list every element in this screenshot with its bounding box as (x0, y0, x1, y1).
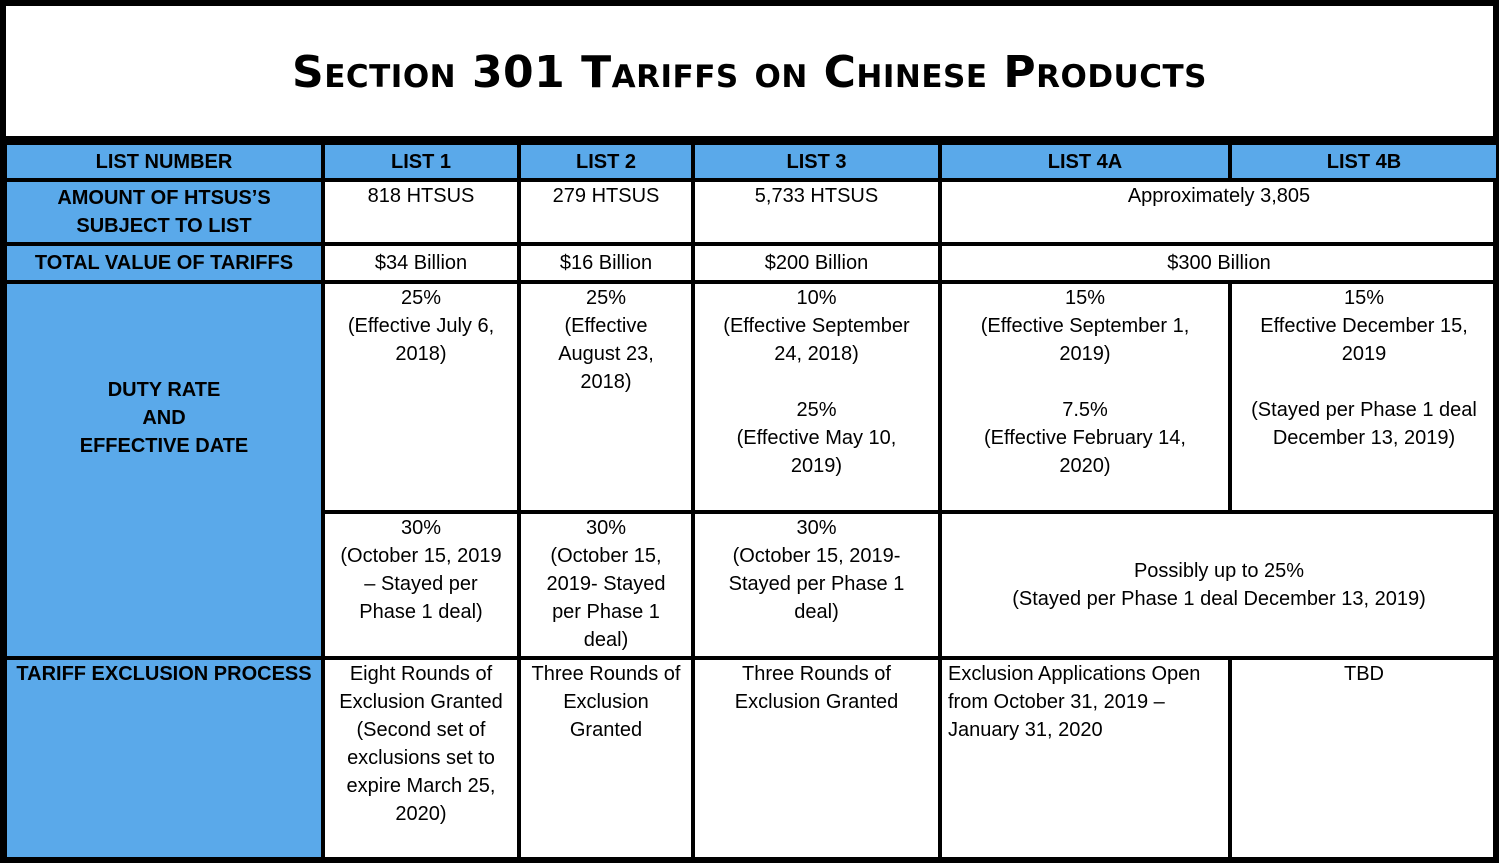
duty-list-4b-rate: 15% Effective December 15, 2019 (1260, 287, 1468, 365)
value-list-4: $300 Billion (938, 242, 1499, 284)
htsus-list-3: 5,733 HTSUS (691, 178, 942, 246)
htsus-list-2: 279 HTSUS (517, 178, 695, 246)
value-row: TOTAL VALUE OF TARIFFS $34 Billion $16 B… (3, 242, 1499, 284)
duty-row-b: 30% (October 15, 2019 – Stayed per Phase… (5, 510, 1499, 660)
duty-list-1-increase: 30% (October 15, 2019 – Stayed per Phase… (321, 510, 521, 660)
header-list-2: LIST 2 (517, 141, 695, 182)
exclusion-label: TARIFF EXCLUSION PROCESS (3, 656, 325, 861)
duty-list-2-increase: 30% (October 15, 2019- Stayed per Phase … (517, 510, 695, 660)
header-row: LIST NUMBER LIST 1 LIST 2 LIST 3 LIST 4A… (3, 141, 1499, 182)
duty-list-4a-initial: 15% (Effective September 1, 2019) 7.5% (… (938, 280, 1232, 514)
header-list-4a: LIST 4A (938, 141, 1232, 182)
duty-row-a: DUTY RATE AND EFFECTIVE DATE 25% (Effect… (3, 280, 1499, 660)
value-list-1: $34 Billion (321, 242, 521, 284)
duty-list-3-rate-1: 10% (Effective September 24, 2018) (723, 287, 910, 365)
duty-list-3-initial: 10% (Effective September 24, 2018) 25% (… (691, 280, 942, 514)
header-list-4b: LIST 4B (1228, 141, 1499, 182)
exclusion-list-4a: Exclusion Applications Open from October… (938, 656, 1232, 861)
duty-list-4-increase: Possibly up to 25% (Stayed per Phase 1 d… (938, 510, 1499, 660)
exclusion-list-1: Eight Rounds of Exclusion Granted (Secon… (321, 656, 521, 861)
duty-list-2-initial: 25% (Effective August 23, 2018) (517, 280, 695, 514)
duty-list-4a-rate-2: 7.5% (Effective February 14, 2020) (984, 399, 1186, 477)
htsus-list-1: 818 HTSUS (321, 178, 521, 246)
duty-list-4a-rate-1: 15% (Effective September 1, 2019) (980, 287, 1190, 365)
htsus-list-4: Approximately 3,805 (938, 178, 1499, 246)
value-label: TOTAL VALUE OF TARIFFS (3, 242, 325, 284)
header-list-3: LIST 3 (691, 141, 942, 182)
duty-list-3-increase: 30% (October 15, 2019- Stayed per Phase … (691, 510, 942, 660)
duty-list-1-initial: 25% (Effective July 6, 2018) (321, 280, 521, 514)
duty-label: DUTY RATE AND EFFECTIVE DATE (3, 280, 325, 660)
htsus-label: AMOUNT OF HTSUS’S SUBJECT TO LIST (3, 178, 325, 246)
exclusion-row: TARIFF EXCLUSION PROCESS Eight Rounds of… (3, 656, 1499, 861)
exclusion-list-2: Three Rounds of Exclusion Granted (517, 656, 695, 861)
title-divider (0, 136, 1499, 141)
value-list-3: $200 Billion (691, 242, 942, 284)
page-title: Section 301 Tariffs on Chinese Products (292, 46, 1207, 98)
htsus-row: AMOUNT OF HTSUS’S SUBJECT TO LIST 818 HT… (3, 178, 1499, 246)
exclusion-list-3: Three Rounds of Exclusion Granted (691, 656, 942, 861)
value-list-2: $16 Billion (517, 242, 695, 284)
duty-list-4b-stay: (Stayed per Phase 1 deal December 13, 20… (1251, 399, 1477, 449)
exclusion-list-4b: TBD (1228, 656, 1499, 861)
header-list-1: LIST 1 (321, 141, 521, 182)
duty-list-3-rate-2: 25% (Effective May 10, 2019) (736, 399, 897, 477)
header-list-number: LIST NUMBER (3, 141, 325, 182)
tariff-table: LIST NUMBER LIST 1 LIST 2 LIST 3 LIST 4A… (3, 141, 1499, 861)
duty-list-4b-initial: 15% Effective December 15, 2019 (Stayed … (1228, 280, 1499, 514)
